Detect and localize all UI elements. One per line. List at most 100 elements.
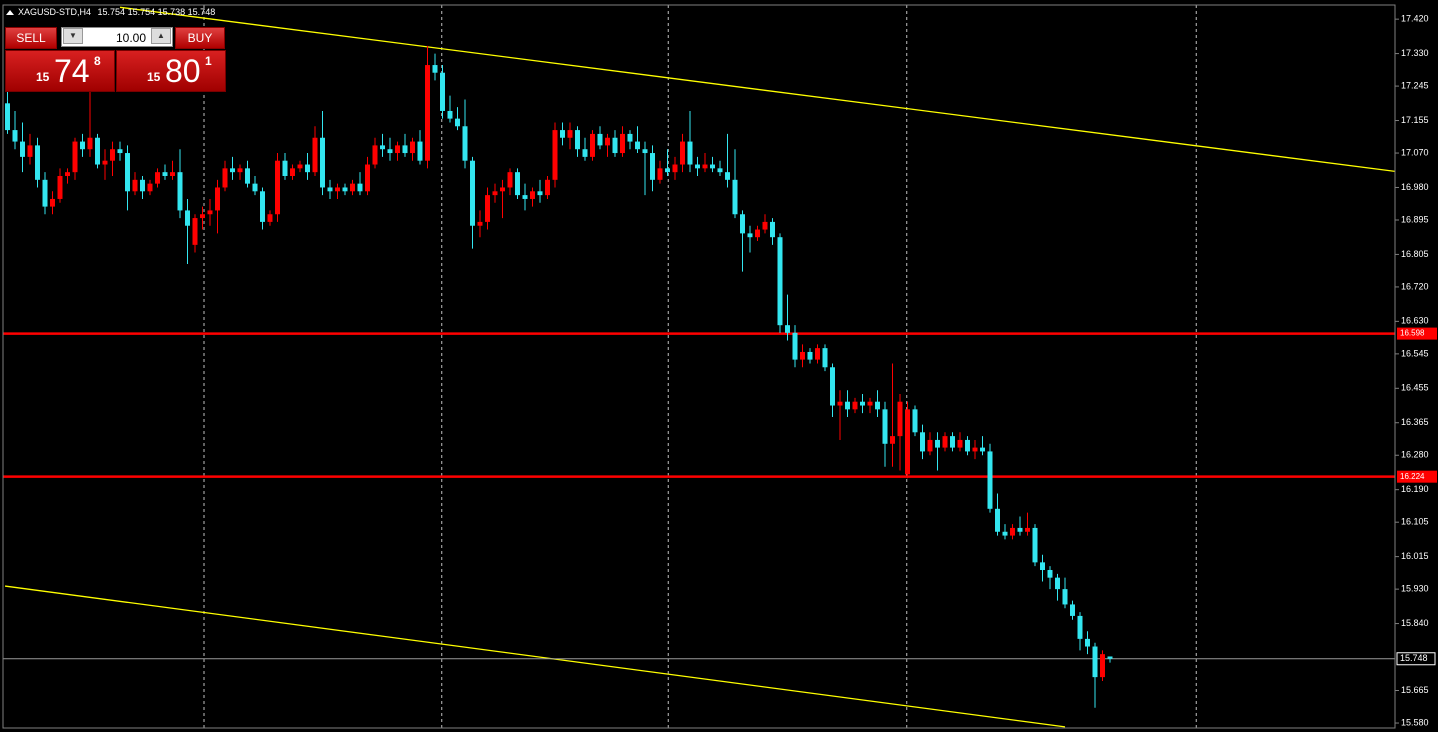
candle-body xyxy=(740,214,745,234)
candle-body xyxy=(687,141,693,165)
candle-body xyxy=(417,141,423,161)
candle-body xyxy=(57,175,63,199)
candle-body xyxy=(140,179,145,192)
y-tick-label: 16.630 xyxy=(1401,316,1429,326)
candle-body xyxy=(500,187,505,192)
candle-body xyxy=(650,153,655,180)
candle-body xyxy=(912,409,918,433)
candle-body xyxy=(185,210,190,226)
y-tick-label: 16.805 xyxy=(1401,249,1429,259)
candle-body xyxy=(462,126,468,161)
candle-body xyxy=(252,183,258,192)
candle-body xyxy=(320,137,325,188)
y-tick-label: 16.190 xyxy=(1401,484,1429,494)
ask-price[interactable]: 15 80 1 xyxy=(116,50,226,92)
plot-frame xyxy=(2,4,1396,729)
candle-body xyxy=(830,367,835,406)
lot-input[interactable]: 10.00 xyxy=(61,27,173,47)
current-price-label: 15.748 xyxy=(1400,653,1428,663)
sell-button[interactable]: SELL xyxy=(5,27,57,49)
candle-body xyxy=(582,149,588,157)
candle-body xyxy=(762,221,768,230)
collapse-icon[interactable] xyxy=(6,10,14,15)
candle-body xyxy=(200,214,205,219)
low: 15.738 xyxy=(158,7,186,17)
candle-body xyxy=(597,133,603,146)
candle-body xyxy=(620,133,625,154)
candle-body xyxy=(237,168,243,173)
candle-body xyxy=(800,351,805,360)
candle-body xyxy=(1092,646,1098,678)
candle-body xyxy=(1047,570,1053,578)
level-label-box xyxy=(1397,470,1437,483)
candle-body xyxy=(642,149,648,154)
candle-body xyxy=(755,229,760,238)
candle-body xyxy=(222,168,228,188)
candle-body xyxy=(590,133,595,157)
candle-body xyxy=(275,160,280,215)
candle-body xyxy=(402,145,408,154)
candle-body xyxy=(672,164,678,173)
candle-body xyxy=(35,145,40,180)
y-tick-label: 15.580 xyxy=(1401,717,1429,727)
candle-body xyxy=(117,149,123,154)
candle-body xyxy=(297,164,303,169)
candle-body xyxy=(80,141,85,150)
candle-body xyxy=(567,130,573,138)
candle-body xyxy=(942,436,948,448)
y-tick-label: 17.245 xyxy=(1401,80,1429,90)
candle-body xyxy=(365,164,370,192)
candle-body xyxy=(267,214,273,222)
candle-body xyxy=(995,508,1000,532)
candle-body xyxy=(395,145,400,154)
lot-up[interactable]: ▲ xyxy=(151,28,171,44)
candle-body xyxy=(455,118,460,127)
candle-body xyxy=(342,187,348,192)
candle-body xyxy=(515,172,520,196)
candle-body xyxy=(387,149,393,154)
candle-body xyxy=(110,149,115,161)
lot-down[interactable]: ▼ xyxy=(63,28,83,44)
candle-body xyxy=(657,168,663,180)
candle-body xyxy=(545,179,550,196)
candle-body xyxy=(72,141,78,173)
candle-body xyxy=(927,439,933,452)
candle-body xyxy=(1100,654,1105,678)
candle-body xyxy=(410,141,415,154)
candle-body xyxy=(537,191,543,196)
y-tick-label: 16.720 xyxy=(1401,281,1429,291)
candle-body xyxy=(732,179,738,215)
candle-body xyxy=(125,153,130,192)
high: 15.754 xyxy=(128,7,156,17)
y-tick-label: 17.330 xyxy=(1401,48,1429,58)
candle-body xyxy=(192,218,198,245)
candle-body xyxy=(792,332,798,360)
candle-body xyxy=(207,210,213,215)
candle-body xyxy=(530,191,535,199)
candle-body xyxy=(1062,589,1068,605)
candle-body xyxy=(260,191,265,222)
y-tick-label: 16.105 xyxy=(1401,517,1429,527)
candle-body xyxy=(155,172,160,184)
ask-small: 1 xyxy=(205,54,212,68)
candle-body xyxy=(747,233,753,238)
candle-body xyxy=(807,351,813,360)
bid-price[interactable]: 15 74 8 xyxy=(5,50,115,92)
y-tick-label: 15.930 xyxy=(1401,584,1429,594)
candle-body xyxy=(1032,527,1038,563)
buy-button[interactable]: BUY xyxy=(175,27,225,49)
candle-body xyxy=(177,172,183,211)
candle-body xyxy=(680,141,685,165)
candle-body xyxy=(837,401,843,406)
candle-body xyxy=(132,179,138,192)
candle-body xyxy=(852,401,858,410)
candle-body xyxy=(335,187,340,192)
candle-body xyxy=(560,130,565,138)
symbol: XAGUSD-STD,H4 xyxy=(18,7,91,17)
candle-body xyxy=(432,65,438,73)
candle-body xyxy=(1107,656,1113,659)
candle-body xyxy=(822,348,828,368)
candle-body xyxy=(717,168,723,173)
